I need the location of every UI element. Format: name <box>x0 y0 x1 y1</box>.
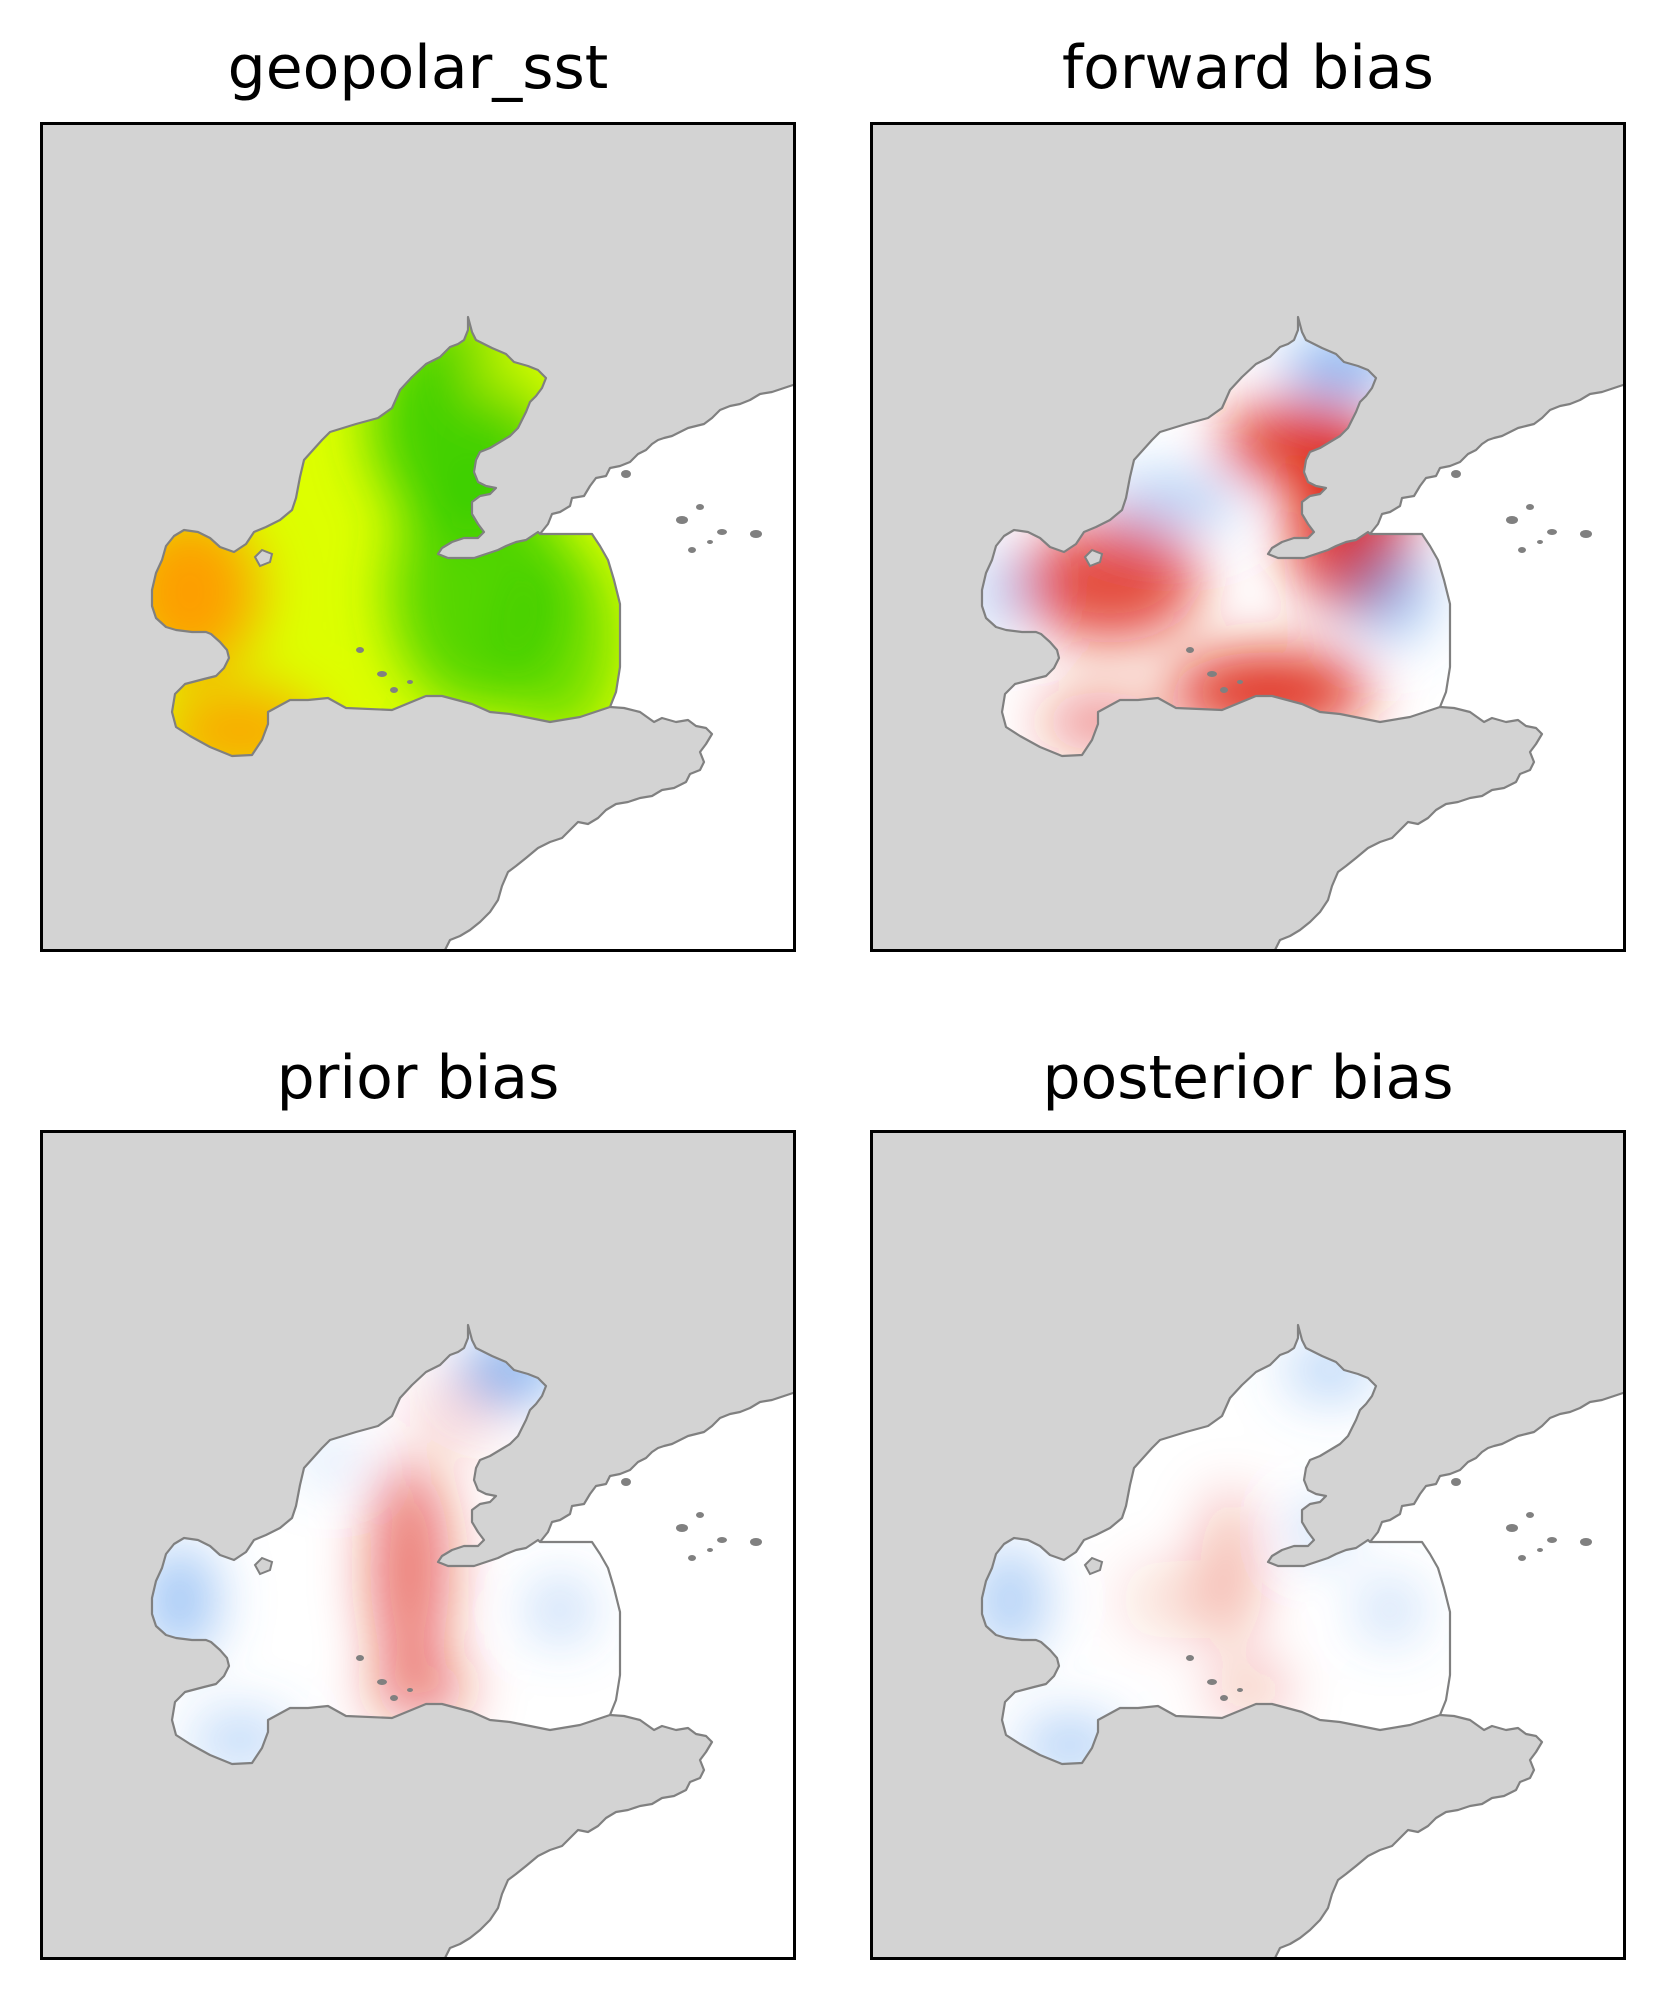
panel-title-prior: prior bias <box>276 1043 560 1113</box>
island <box>707 540 713 544</box>
island <box>1207 1679 1217 1685</box>
island <box>1547 1537 1557 1543</box>
coastline-shandong <box>1273 705 1544 952</box>
island <box>707 1548 713 1552</box>
island <box>1537 1548 1543 1552</box>
panel-title-forward: forward bias <box>1062 33 1434 103</box>
island <box>688 1555 696 1561</box>
island <box>1537 540 1543 544</box>
island <box>1186 647 1194 653</box>
island <box>1547 529 1557 535</box>
island <box>1220 687 1228 693</box>
coastline-shandong <box>1273 1713 1544 1960</box>
island <box>407 1688 413 1692</box>
island <box>621 470 631 478</box>
coastline-basin <box>980 1323 1452 1766</box>
map-panel-posterior <box>870 1130 1626 1960</box>
island <box>377 1679 387 1685</box>
island <box>1237 680 1243 684</box>
island <box>1580 530 1592 538</box>
field-blob <box>152 1545 215 1655</box>
island <box>1526 1512 1534 1518</box>
island <box>621 1478 631 1486</box>
island <box>1451 1478 1461 1486</box>
field-blob <box>410 1370 510 1450</box>
island <box>1518 1555 1526 1561</box>
island <box>676 1524 688 1532</box>
bay-island <box>253 548 274 568</box>
field-blob <box>1210 1665 1290 1715</box>
island <box>390 1695 398 1701</box>
island <box>688 547 696 553</box>
island <box>1207 671 1217 677</box>
map-frame <box>870 122 1626 952</box>
map-panel-prior <box>40 1130 796 1960</box>
island <box>1506 1524 1518 1532</box>
island <box>1220 1695 1228 1701</box>
field-blob <box>370 1460 450 1680</box>
coastline-basin <box>980 315 1452 758</box>
island <box>1518 547 1526 553</box>
panel-title-posterior: posterior bias <box>1042 1043 1454 1113</box>
island <box>356 647 364 653</box>
island <box>696 504 704 510</box>
island <box>1580 1538 1592 1546</box>
coastline-basin <box>150 1323 622 1766</box>
bay-island <box>1083 548 1104 568</box>
map-panel-forward <box>870 122 1626 952</box>
field-blob <box>530 1580 590 1640</box>
island <box>407 680 413 684</box>
coastline-basin <box>150 315 622 758</box>
field-blob <box>1360 1580 1420 1640</box>
coastline-shandong <box>443 1713 714 1960</box>
field-blob <box>1200 1490 1260 1650</box>
island <box>1451 470 1461 478</box>
island <box>717 529 727 535</box>
map-frame <box>40 122 796 952</box>
island <box>1506 516 1518 524</box>
coastline-liaodong <box>539 382 796 535</box>
island <box>717 1537 727 1543</box>
field-blob <box>500 542 620 742</box>
field-blob <box>1100 472 1240 532</box>
island <box>377 671 387 677</box>
island <box>390 687 398 693</box>
bay-island <box>1083 1556 1104 1576</box>
island <box>1526 504 1534 510</box>
coastline-liaodong <box>1369 382 1626 535</box>
field-blob <box>1120 1560 1220 1640</box>
map-frame <box>870 1130 1626 1960</box>
island <box>750 1538 762 1546</box>
island <box>1237 1688 1243 1692</box>
coastline-shandong <box>443 705 714 952</box>
map-frame <box>40 1130 796 1960</box>
island <box>750 530 762 538</box>
island <box>696 1512 704 1518</box>
field-blob <box>1345 542 1435 642</box>
island <box>1186 1655 1194 1661</box>
island <box>356 1655 364 1661</box>
coastline-liaodong <box>539 1390 796 1543</box>
bay-island <box>253 1556 274 1576</box>
panel-title-geopolar: geopolar_sst <box>227 33 609 103</box>
coastline-liaodong <box>1369 1390 1626 1543</box>
field-blob <box>982 1545 1045 1655</box>
island <box>676 516 688 524</box>
map-panel-geopolar <box>40 122 796 952</box>
